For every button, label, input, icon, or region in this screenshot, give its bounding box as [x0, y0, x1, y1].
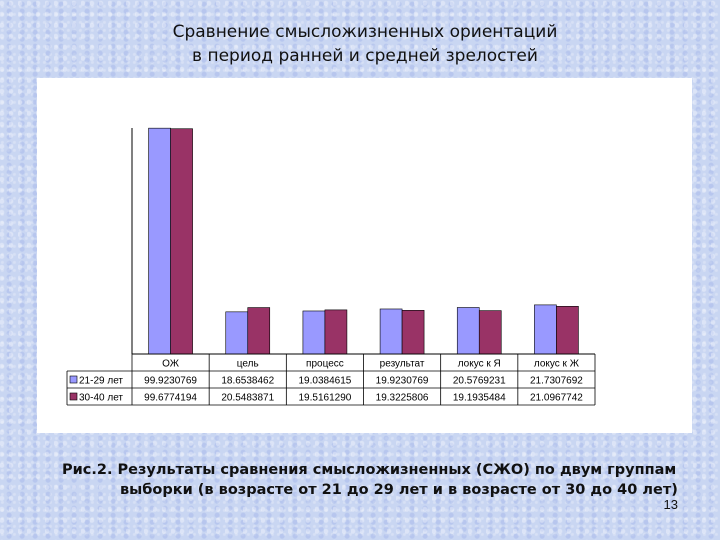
category-label-5: локус к Ж — [534, 359, 580, 370]
data-label-0-0: 99.9230769 — [144, 376, 197, 387]
data-label-1-2: 19.5161290 — [298, 393, 351, 404]
caption-line-2: выборки (в возрасте от 21 до 29 лет и в … — [120, 482, 678, 498]
bar-chart: ОЖ цель процесс результат локус к Я локус к Ж… — [66, 127, 596, 406]
bar-30-40-4 — [478, 310, 502, 355]
bar-30-40-5 — [556, 306, 579, 355]
data-label-1-3: 19.3225806 — [376, 393, 429, 404]
category-label-1: цель — [237, 359, 259, 370]
category-label-3: результат — [380, 359, 425, 370]
slide-title: Сравнение смысложизненных ориентаций в п… — [0, 20, 720, 68]
bar-21-29-4 — [456, 307, 480, 355]
bar-21-29-1 — [225, 311, 249, 355]
category-label-2: процесс — [306, 359, 344, 370]
bar-21-29-0 — [148, 127, 171, 355]
category-label-0: ОЖ — [162, 359, 180, 370]
legend-label-1: 30-40 лет — [79, 393, 123, 404]
data-label-1-1: 20.5483871 — [221, 393, 274, 404]
category-label-4: локус к Я — [458, 359, 501, 370]
legend-swatch-0 — [69, 375, 78, 384]
bar-30-40-1 — [247, 307, 271, 355]
bar-21-29-3 — [379, 308, 403, 355]
bar-30-40-3 — [401, 310, 425, 355]
data-label-0-1: 18.6538462 — [221, 376, 274, 387]
data-label-0-2: 19.0384615 — [298, 376, 351, 387]
bar-30-40-2 — [324, 309, 348, 355]
bar-21-29-2 — [302, 310, 326, 355]
legend-label-0: 21-29 лет — [79, 376, 123, 387]
data-label-1-0: 99.6774194 — [144, 393, 197, 404]
title-line-1: Сравнение смысложизненных ориентаций — [172, 22, 558, 42]
figure-caption: Рис.2. Результаты сравнения смысложизнен… — [62, 460, 702, 500]
bar-30-40-0 — [170, 128, 193, 355]
bar-21-29-5 — [534, 304, 557, 355]
data-label-0-4: 20.5769231 — [453, 376, 506, 387]
caption-line-1: Рис.2. Результаты сравнения смысложизнен… — [62, 462, 677, 478]
legend-swatch-1 — [69, 392, 78, 401]
data-label-1-4: 19.1935484 — [453, 393, 506, 404]
data-label-1-5: 21.0967742 — [530, 393, 583, 404]
page-number: 13 — [663, 497, 678, 512]
title-line-2: в период ранней и средней зрелостей — [192, 46, 538, 66]
chart-panel: ОЖ цель процесс результат локус к Я локус к Ж… — [37, 78, 692, 433]
data-label-0-3: 19.9230769 — [376, 376, 429, 387]
data-label-0-5: 21.7307692 — [530, 376, 583, 387]
